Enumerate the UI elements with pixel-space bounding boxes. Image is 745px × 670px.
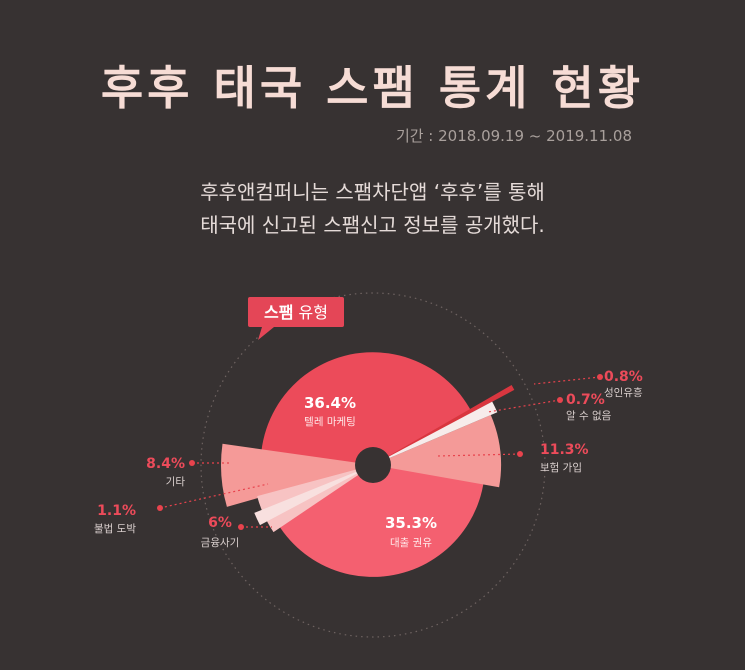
guide-circle [200, 292, 546, 638]
pie-slice-5 [373, 385, 515, 465]
page-title: 후후 태국 스팸 통계 현황 [100, 61, 645, 115]
chart-badge: 스팸 유형 [248, 297, 344, 340]
value-label-1: 35.3% [385, 514, 437, 532]
badge-bold: 스팸 [264, 303, 293, 322]
chart-decoration [200, 292, 546, 638]
pie-slice-6 [373, 401, 498, 465]
period-text: 기간 : 2018.09.19 ~ 2019.11.08 [395, 127, 632, 145]
intro-text: 후후앤컴퍼니는 스팸차단앱 ‘후후’를 통해 태국에 신고된 스팸신고 정보를 … [0, 176, 745, 242]
leader-line-7 [159, 483, 269, 509]
leader-line-6 [487, 399, 561, 413]
leader-dot-4 [238, 524, 244, 530]
value-label-3: 8.4% [146, 456, 185, 472]
intro-line-2: 태국에 신고된 스팸신고 정보를 공개했다. [200, 213, 545, 237]
value-label-6: 0.7% [566, 392, 605, 408]
pie-slice-4 [257, 465, 373, 533]
category-label-2: 보험 가입 [540, 461, 582, 474]
value-label-5: 0.8% [604, 369, 643, 385]
value-label-0: 36.4% [304, 394, 356, 412]
leader-line-5 [533, 376, 601, 385]
category-label-7: 불법 도박 [94, 523, 136, 535]
leader-dot-7 [157, 505, 163, 511]
leader-dot-2 [517, 451, 523, 457]
badge-pointer [258, 327, 274, 340]
pie-slice-1 [273, 445, 485, 577]
category-label-3: 기타 [166, 476, 186, 488]
category-label-0: 텔레 마케팅 [304, 416, 356, 428]
value-label-7: 1.1% [97, 503, 136, 519]
leader-dot-3 [189, 460, 195, 466]
badge-rest: 유형 [293, 303, 328, 322]
category-label-1: 대출 권유 [390, 537, 432, 549]
badge-background [248, 297, 344, 327]
value-label-2: 11.3% [540, 442, 589, 458]
intro-line-1: 후후앤컴퍼니는 스팸차단앱 ‘후후’를 통해 [200, 180, 545, 204]
leader-dot-5 [597, 374, 603, 380]
center-hole [355, 447, 391, 483]
category-label-6: 알 수 없음 [566, 409, 612, 422]
leader-dot-6 [557, 397, 563, 403]
category-label-4: 금융사기 [201, 537, 240, 549]
chart-slices [221, 352, 515, 577]
badge-text: 스팸 유형 [264, 303, 328, 322]
chart-labels: 36.4% 텔레 마케팅 35.3% 대출 권유 11.3% 보험 가입 8.4% 기타 6% 금… [94, 369, 643, 549]
pie-slice-3 [221, 443, 373, 507]
leader-line-2 [437, 453, 521, 457]
value-label-4: 6% [208, 515, 232, 531]
pie-slice-2 [373, 415, 502, 488]
category-label-5: 성인유흥 [604, 386, 643, 399]
pie-slice-7 [254, 465, 373, 526]
